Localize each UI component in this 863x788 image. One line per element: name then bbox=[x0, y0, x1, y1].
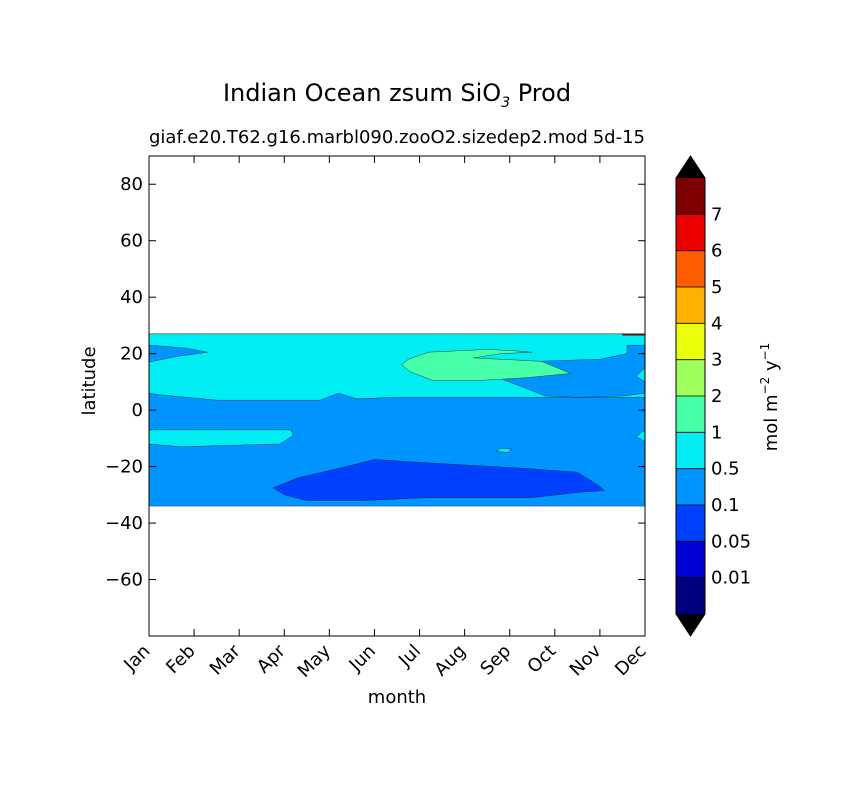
colorbar-segment-8 bbox=[676, 287, 705, 324]
colorbar-tick-label-4: 1 bbox=[711, 422, 722, 443]
contour-region-3 bbox=[495, 447, 513, 453]
y-tick-label-0: 80 bbox=[120, 174, 143, 195]
y-tick-label-5: −20 bbox=[105, 457, 143, 478]
contour-region-6 bbox=[272, 459, 605, 501]
y-tick-label-7: −60 bbox=[105, 570, 143, 591]
chart-title: Indian Ocean zsum SiO3 Prod bbox=[223, 79, 571, 111]
colorbar-segment-1 bbox=[676, 541, 705, 578]
colorbar-segment-2 bbox=[676, 505, 705, 542]
colorbar-tick-label-3: 0.5 bbox=[711, 459, 740, 480]
colorbar-tick-label-5: 2 bbox=[711, 386, 722, 407]
y-tick-label-4: 0 bbox=[132, 400, 143, 421]
colorbar-segment-6 bbox=[676, 359, 705, 396]
y-tick-label-2: 40 bbox=[120, 287, 143, 308]
contour-region-4 bbox=[635, 429, 645, 442]
colorbar-segment-0 bbox=[676, 577, 705, 614]
colorbar-segment-3 bbox=[676, 468, 705, 505]
colorbar-label: mol m−2 y−1 bbox=[758, 343, 782, 452]
x-tick-label-apr: Apr bbox=[253, 640, 290, 677]
colorbar-tick-label-2: 0.1 bbox=[711, 495, 740, 516]
colorbar-tick-label-7: 4 bbox=[711, 313, 722, 334]
colorbar-segment-10 bbox=[676, 214, 705, 251]
x-tick-label-mar: Mar bbox=[206, 640, 245, 679]
y-axis-label: latitude bbox=[79, 346, 100, 415]
colorbar-tick-label-10: 7 bbox=[711, 204, 722, 225]
x-tick-label-jul: Jul bbox=[394, 641, 425, 672]
colorbar-tick-label-0: 0.01 bbox=[711, 568, 751, 589]
x-tick-label-aug: Aug bbox=[430, 641, 470, 681]
plot-frame bbox=[148, 155, 646, 637]
colorbar-segment-9 bbox=[676, 250, 705, 287]
y-tick-label-6: −40 bbox=[105, 513, 143, 534]
colorbar-segment-11 bbox=[676, 178, 705, 215]
y-tick-label-3: 20 bbox=[120, 344, 143, 365]
contour-region-1 bbox=[149, 333, 645, 401]
x-tick-label-may: May bbox=[294, 640, 335, 681]
colorbar-tick-label-6: 3 bbox=[711, 350, 722, 371]
x-tick-label-nov: Nov bbox=[566, 640, 606, 680]
colorbar-segment-4 bbox=[676, 432, 705, 469]
colorbar-tick-label-8: 5 bbox=[711, 277, 722, 298]
x-tick-label-jan: Jan bbox=[119, 641, 154, 676]
x-tick-label-dec: Dec bbox=[611, 641, 650, 680]
subtitle-case-name: giaf.e20.T62.g16.marbl090.zooO2.sizedep2… bbox=[149, 127, 588, 148]
x-tick-label-feb: Feb bbox=[162, 641, 199, 678]
subtitle-time-range: 5d-15 bbox=[593, 127, 645, 148]
colorbar-tick-label-1: 0.05 bbox=[711, 531, 751, 552]
contour-region-7 bbox=[622, 333, 645, 336]
colorbar-under-arrow bbox=[676, 614, 705, 636]
contour-region-5 bbox=[401, 349, 571, 381]
x-axis-label: month bbox=[368, 687, 426, 708]
x-tick-label-sep: Sep bbox=[476, 641, 515, 680]
x-tick-label-oct: Oct bbox=[523, 641, 560, 678]
colorbar-tick-label-9: 6 bbox=[711, 241, 722, 262]
colorbar-segment-7 bbox=[676, 323, 705, 360]
colorbar-segment-5 bbox=[676, 396, 705, 433]
colorbar-outline bbox=[675, 155, 706, 637]
contour-region-2 bbox=[149, 429, 294, 448]
colorbar-over-arrow bbox=[676, 156, 705, 178]
x-tick-label-jun: Jun bbox=[345, 641, 380, 676]
y-tick-label-1: 60 bbox=[120, 231, 143, 252]
